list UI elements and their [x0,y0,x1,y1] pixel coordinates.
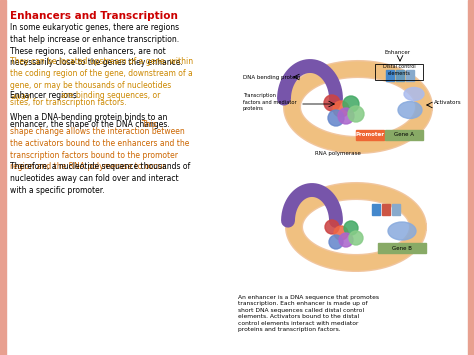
Circle shape [334,226,348,240]
Bar [392,204,400,215]
Text: They can be located upstream of a gene, within
the coding region of the gene, do: They can be located upstream of a gene, … [10,57,193,102]
Circle shape [328,110,344,126]
Circle shape [333,101,349,117]
Bar [468,0,474,355]
Circle shape [338,108,354,124]
Bar [396,70,404,81]
Circle shape [343,96,359,112]
Circle shape [348,106,364,122]
Text: Activators: Activators [434,99,462,104]
Bar [372,204,380,215]
Text: This: This [142,120,158,129]
Text: In some eukaryotic genes, there are regions
that help increase or enhance transc: In some eukaryotic genes, there are regi… [10,23,183,67]
Text: enhancer, the shape of the DNA changes.: enhancer, the shape of the DNA changes. [10,120,170,129]
Text: When a DNA-bending protein binds to an: When a DNA-bending protein binds to an [10,113,167,122]
Text: DNA bending protein: DNA bending protein [243,75,301,80]
Text: Enhancer: Enhancer [385,50,411,55]
Circle shape [329,235,343,249]
Text: Transcription
factors and mediator
proteins: Transcription factors and mediator prote… [243,93,297,111]
Text: are binding sequences, or: are binding sequences, or [61,91,160,100]
Circle shape [324,95,340,111]
Circle shape [325,220,339,234]
Circle shape [349,231,363,245]
Text: shape change allows the interaction between
the activators bound to the enhancer: shape change allows the interaction betw… [10,127,190,171]
Bar [0,0,6,355]
Text: Gene B: Gene B [392,246,412,251]
Circle shape [344,221,358,235]
Ellipse shape [388,222,416,240]
Ellipse shape [398,102,422,119]
Text: Enhancer regions: Enhancer regions [10,91,79,100]
Bar [385,130,423,140]
Text: Therefore, a nucleotide sequence thousands of
nucleotides away can fold over and: Therefore, a nucleotide sequence thousan… [10,162,190,195]
Ellipse shape [404,87,424,100]
Circle shape [339,233,353,247]
Text: An enhancer is a DNA sequence that promotes
transcription. Each enhancer is made: An enhancer is a DNA sequence that promo… [238,295,379,332]
Text: Enhancers and Transcription: Enhancers and Transcription [10,11,178,21]
Bar [406,70,414,81]
Text: Promoter: Promoter [356,132,384,137]
Bar [386,70,394,81]
Text: sites, for transcription factors.: sites, for transcription factors. [10,98,127,107]
Text: Distal control
elements: Distal control elements [383,64,415,76]
Bar [356,130,384,140]
Bar [382,204,390,215]
Text: Gene A: Gene A [394,132,414,137]
Bar [378,243,426,253]
Text: RNA polymerase: RNA polymerase [315,152,361,157]
